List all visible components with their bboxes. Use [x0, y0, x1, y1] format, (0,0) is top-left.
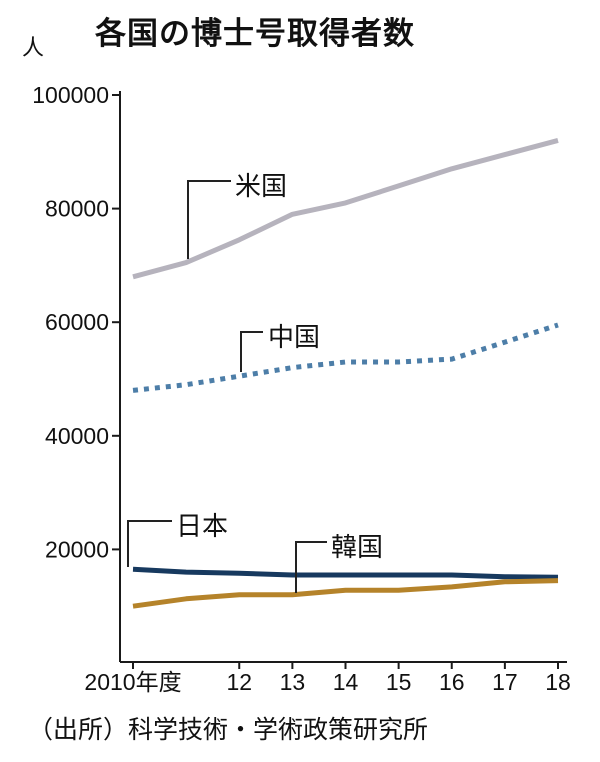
x-tick-label: 13 [280, 669, 306, 695]
source-note: （出所）科学技術・学術政策研究所 [28, 716, 429, 744]
series-line-usa [132, 137, 559, 280]
x-tick-label: 15 [386, 669, 412, 695]
annotation-leader-korea [295, 541, 327, 593]
y-tick-label: 20000 [45, 536, 109, 562]
y-tick-label: 40000 [45, 423, 109, 449]
annotation-leader-china [240, 331, 263, 372]
series-line-japan [132, 566, 559, 580]
x-tick-label: 12 [226, 669, 252, 695]
x-axis-ticks: 2010年度 12 13 14 15 16 17 18 [84, 662, 571, 695]
x-tick-label: 2010年度 [84, 669, 181, 695]
y-axis-unit-label: 人 [22, 35, 45, 60]
x-tick-label: 17 [492, 669, 518, 695]
x-tick-label: 16 [439, 669, 465, 695]
x-tick-label: 18 [545, 669, 571, 695]
series-label-japan: 日本 [176, 511, 229, 541]
annotation-leader-usa [187, 180, 231, 259]
series-label-korea: 韓国 [331, 532, 384, 562]
x-tick-label: 14 [333, 669, 359, 695]
y-tick-label: 100000 [32, 82, 109, 108]
series-label-china: 中国 [268, 322, 321, 352]
y-axis-ticks: 20000 40000 60000 80000 100000 [32, 82, 120, 562]
series-line-korea [132, 578, 559, 609]
series-line-china [132, 322, 559, 393]
annotation-leader-japan [127, 520, 172, 567]
series-label-usa: 米国 [235, 171, 288, 201]
y-tick-label: 80000 [45, 196, 109, 222]
chart-title: 各国の博士号取得者数 [95, 16, 415, 51]
y-tick-label: 60000 [45, 309, 109, 335]
